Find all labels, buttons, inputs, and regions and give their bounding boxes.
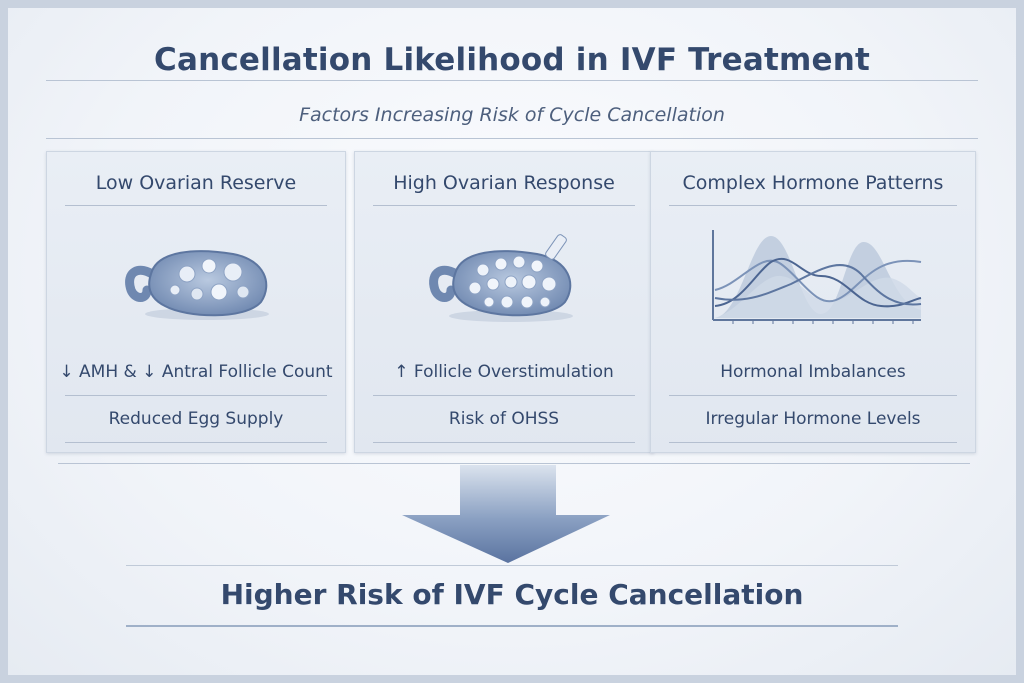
card-line-1: ↓ AMH & ↓ Antral Follicle Count [59,362,333,382]
card-divider [65,205,327,206]
card-heading: Complex Hormone Patterns [682,172,944,194]
card-low-ovarian-reserve: Low Ovarian Reserve ↓ AMH & ↓ Antral Fol… [46,151,346,453]
card-divider [373,205,635,206]
conclusion-top-divider [126,565,898,566]
ovary-icon [429,234,573,322]
card-line-1: Hormonal Imbalances [720,362,906,382]
infographic-frame: Cancellation Likelihood in IVF Treatment… [8,8,1016,675]
card-line-1: ↑ Follicle Overstimulation [394,362,614,382]
card-complex-hormone-patterns: Complex Hormone Patterns Hormonal Imbala… [650,151,976,453]
page-subtitle: Factors Increasing Risk of Cycle Cancell… [299,104,725,126]
title-divider [46,80,978,81]
card-heading: Low Ovarian Reserve [95,172,297,194]
hormone-wave-chart-icon [712,230,922,324]
card-divider [65,395,327,396]
cards-divider [58,463,970,464]
conclusion-text: Higher Risk of IVF Cycle Cancellation [220,578,804,611]
conclusion-bottom-divider [126,625,898,627]
card-heading: High Ovarian Response [393,172,615,194]
down-arrow-icon [402,465,610,563]
card-line-2: Reduced Egg Supply [108,409,284,429]
card-line-2: Risk of OHSS [448,409,560,429]
card-divider [373,442,635,443]
card-divider [669,395,957,396]
card-divider [373,395,635,396]
card-high-ovarian-response: High Ovarian Response [354,151,654,453]
subtitle-divider [46,138,978,139]
card-line-2: Irregular Hormone Levels [705,409,921,429]
card-divider [669,442,957,443]
page-title: Cancellation Likelihood in IVF Treatment [154,42,870,78]
ovary-icon [125,250,269,320]
card-divider [65,442,327,443]
card-divider [669,205,957,206]
